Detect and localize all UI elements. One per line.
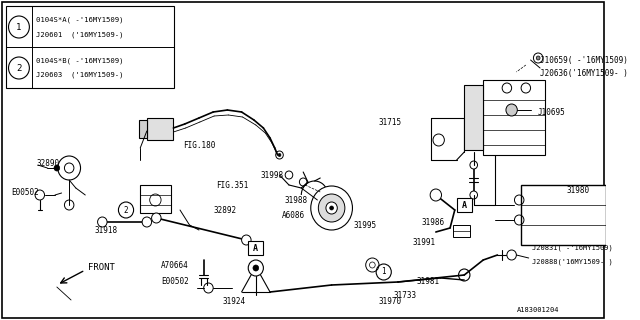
Bar [6, 6, 174, 88]
Circle shape [326, 202, 337, 214]
Text: A183001204: A183001204 [516, 307, 559, 313]
Text: 31715: 31715 [379, 117, 402, 126]
Circle shape [470, 191, 477, 199]
Circle shape [506, 104, 517, 116]
Circle shape [330, 206, 333, 210]
Circle shape [278, 154, 281, 156]
Text: 2: 2 [124, 205, 129, 214]
Circle shape [533, 53, 543, 63]
Circle shape [318, 194, 345, 222]
Text: A70664: A70664 [161, 260, 189, 269]
Text: 0104S*A( -'16MY1509): 0104S*A( -'16MY1509) [36, 17, 124, 23]
Text: 31980: 31980 [566, 186, 589, 195]
Bar [457, 198, 472, 212]
Circle shape [470, 161, 477, 169]
Text: J20603  ('16MY1509-): J20603 ('16MY1509-) [36, 72, 124, 78]
Bar [464, 85, 483, 150]
Text: 31988: 31988 [284, 196, 307, 204]
Bar [140, 120, 147, 138]
Text: 31991: 31991 [412, 237, 435, 246]
Text: E00502: E00502 [12, 188, 39, 196]
Text: J10659( -'16MY1509): J10659( -'16MY1509) [540, 55, 628, 65]
Circle shape [536, 56, 540, 60]
Text: E00502: E00502 [161, 277, 189, 286]
Circle shape [152, 213, 161, 223]
Circle shape [507, 250, 516, 260]
Circle shape [502, 83, 511, 93]
Bar [453, 225, 470, 237]
Text: 31998: 31998 [260, 171, 284, 180]
Text: J20636('16MY1509- ): J20636('16MY1509- ) [540, 68, 628, 77]
Text: J10695: J10695 [537, 108, 565, 116]
Text: A6086: A6086 [282, 211, 305, 220]
Circle shape [253, 265, 259, 271]
Text: 1: 1 [381, 268, 386, 276]
Bar [521, 185, 606, 245]
Text: 0104S*B( -'16MY1509): 0104S*B( -'16MY1509) [36, 58, 124, 64]
Text: FRONT: FRONT [88, 263, 115, 273]
Circle shape [521, 83, 531, 93]
Text: A: A [461, 201, 467, 210]
Text: 31924: 31924 [223, 298, 246, 307]
Text: J20831( -'16MY1509): J20831( -'16MY1509) [532, 245, 613, 251]
Text: 31918: 31918 [95, 226, 118, 235]
Text: 32890: 32890 [36, 158, 59, 167]
Circle shape [97, 217, 107, 227]
Bar [483, 80, 545, 155]
Text: J20888('16MY1509- ): J20888('16MY1509- ) [532, 259, 613, 265]
Text: FIG.180: FIG.180 [183, 140, 215, 149]
Text: 31733: 31733 [393, 291, 417, 300]
Bar [140, 185, 170, 213]
Circle shape [311, 186, 353, 230]
Circle shape [142, 217, 152, 227]
Text: 31981: 31981 [417, 277, 440, 286]
Text: 1: 1 [16, 22, 22, 31]
Text: J20601  ('16MY1509-): J20601 ('16MY1509-) [36, 32, 124, 38]
Bar [147, 118, 173, 140]
Text: 31986: 31986 [422, 218, 445, 227]
Circle shape [242, 235, 251, 245]
Circle shape [65, 163, 74, 173]
Text: 2: 2 [16, 63, 22, 73]
Text: 31995: 31995 [353, 220, 376, 229]
Text: FIG.351: FIG.351 [216, 180, 248, 189]
Text: A: A [253, 244, 259, 252]
Circle shape [430, 189, 442, 201]
Text: 32892: 32892 [213, 205, 236, 214]
Circle shape [54, 165, 60, 171]
Text: 31970: 31970 [379, 298, 402, 307]
Bar [248, 241, 264, 255]
